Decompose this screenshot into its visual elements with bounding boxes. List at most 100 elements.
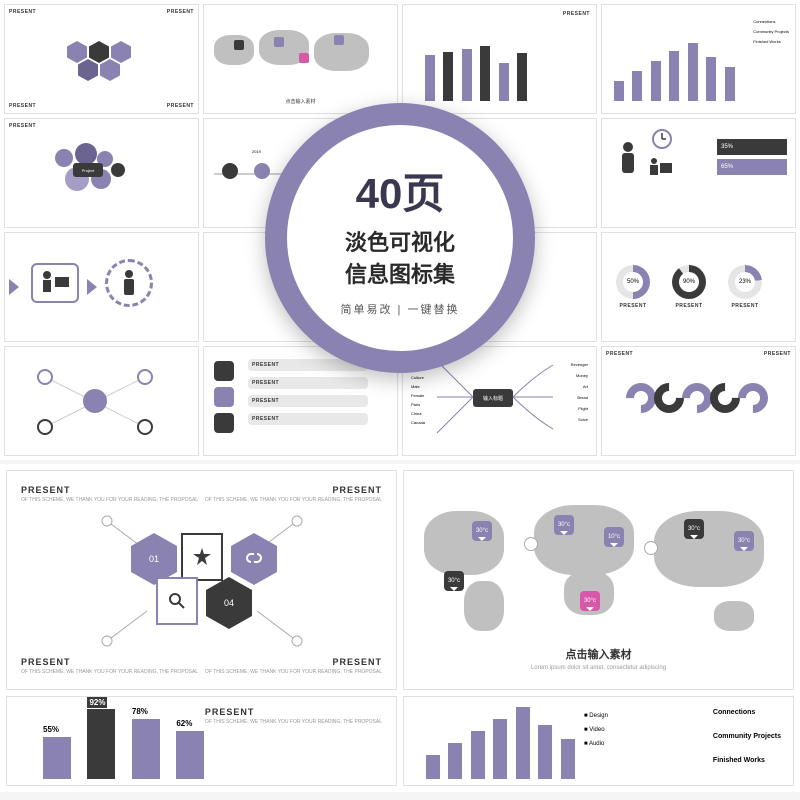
present-label: PRESENT (728, 303, 762, 309)
slide-bar-chart: PRESENT (402, 4, 597, 114)
connections-list: Connections Community Projects Finished … (713, 705, 781, 769)
bubble (111, 163, 125, 177)
bar (480, 46, 490, 101)
bar (516, 707, 530, 779)
hexagon-icon (78, 59, 98, 81)
legend-item: Connections (753, 17, 789, 27)
donut-value: 90% (679, 272, 699, 292)
bar-group (423, 46, 529, 101)
present-label: PRESENT (606, 351, 633, 357)
slide-network (4, 346, 199, 456)
donut-chart: 90% PRESENT (672, 265, 706, 309)
conn-item: Connections (713, 705, 781, 721)
map-pin-icon (334, 35, 344, 45)
detail-hexagons: PRESENTOF THIS SCHEME, WE THANK YOU FOR … (6, 470, 397, 690)
bar (669, 51, 679, 101)
slide-hexagons: PRESENT PRESENT PRESENT PRESENT (4, 4, 199, 114)
present-label: PRESENT (9, 103, 36, 109)
star-icon (192, 547, 212, 567)
bar (632, 71, 642, 101)
icon-box (214, 361, 234, 381)
donut-chart: 23% PRESENT (728, 265, 762, 309)
bar (443, 52, 453, 101)
bar (493, 719, 507, 779)
search-icon (168, 592, 186, 610)
bar (517, 53, 527, 101)
bar (425, 55, 435, 101)
detail-bar-chart: 55% 92% 78% 62% PRESENTOF THIS SCHEME, W… (6, 696, 397, 786)
donut-ring: 90% (672, 265, 706, 299)
detail-bars-legend: ■ Design ■ Video ■ Audio Connections Com… (403, 696, 794, 786)
map-sub: Lorem ipsum dolor sit amet, consectetur … (404, 665, 793, 671)
bar-group (424, 707, 577, 779)
bar (462, 49, 472, 101)
detail-row-1: PRESENTOF THIS SCHEME, WE THANK YOU FOR … (0, 464, 800, 696)
badge-line2: 信息图标集 (345, 257, 455, 289)
map-title: 点击输入素材 (404, 646, 793, 662)
person-desk-icon (33, 265, 77, 301)
map-pin-icon (299, 53, 309, 63)
donut-chart: 50% PRESENT (616, 265, 650, 309)
legend-item: Community Projects (753, 27, 789, 37)
process-box (31, 263, 79, 303)
bubble (55, 149, 73, 167)
bar (499, 63, 509, 101)
timeline-node (254, 163, 270, 179)
legend-item: ■ Audio (584, 737, 608, 751)
hexagon-icon (111, 41, 131, 63)
map-pin: 30°c (684, 519, 704, 539)
hexagon-outline (156, 577, 198, 625)
bar (725, 67, 735, 101)
map-region (714, 601, 754, 631)
present-label: PRESENT (672, 303, 706, 309)
map-pin: 30°c (554, 515, 574, 535)
bar: 92% (87, 709, 115, 779)
cluster-label: Project (73, 163, 103, 177)
map-caption-block: 点击输入素材 Lorem ipsum dolor sit amet, conse… (404, 646, 793, 671)
legend-item: Finished Works (753, 37, 789, 47)
donut-ring: 50% (616, 265, 650, 299)
present-label: PRESENT (616, 303, 650, 309)
detail-world-map: 30°c 30°c 30°c 10°c 30°c 30°c 30°c 点击输入素… (403, 470, 794, 690)
link-icon (245, 550, 263, 568)
bar (651, 61, 661, 101)
map-pin: 30°c (472, 521, 492, 541)
bar (426, 755, 440, 779)
clock-icon (652, 129, 672, 149)
present-label: PRESENT (9, 9, 36, 15)
present-label: PRESENT (563, 11, 590, 17)
network-node (137, 369, 153, 385)
hexagon-outline (181, 533, 223, 581)
bar: 62% (176, 731, 204, 779)
legend-item: ■ Design (584, 709, 608, 723)
icon-box (214, 387, 234, 407)
present-label: PRESENT (9, 123, 36, 129)
curve-segment (732, 377, 774, 419)
map-pin: 10°c (604, 527, 624, 547)
bubble (75, 143, 97, 165)
legend: Connections Community Projects Finished … (753, 17, 789, 47)
slide-bars-legend: Connections Community Projects Finished … (601, 4, 796, 114)
bar-group: 55% 92% 78% 62% (37, 709, 210, 779)
bar (688, 43, 698, 101)
badge-line1: 淡色可视化 (345, 225, 455, 257)
donut-value: 50% (623, 272, 643, 292)
detail-row-2: 55% 92% 78% 62% PRESENTOF THIS SCHEME, W… (0, 696, 800, 792)
arrow-icon (9, 279, 27, 295)
list-pill: PRESENT (248, 395, 368, 407)
bar (706, 57, 716, 101)
legend-item: ■ Video (584, 723, 608, 737)
map-region (464, 581, 504, 631)
list-pill: PRESENT (248, 377, 368, 389)
donut-value: 23% (735, 272, 755, 292)
network-node (37, 369, 53, 385)
title-badge: 40页 淡色可视化 信息图标集 简单易改 | 一键替换 (265, 103, 535, 373)
network-node (137, 419, 153, 435)
person-icon (616, 141, 640, 181)
network-node (37, 419, 53, 435)
badge-number: 40页 (356, 160, 445, 221)
conn-item: Community Projects (713, 729, 781, 745)
process-circle (105, 259, 153, 307)
bar (538, 725, 552, 779)
person-icon (119, 269, 139, 297)
